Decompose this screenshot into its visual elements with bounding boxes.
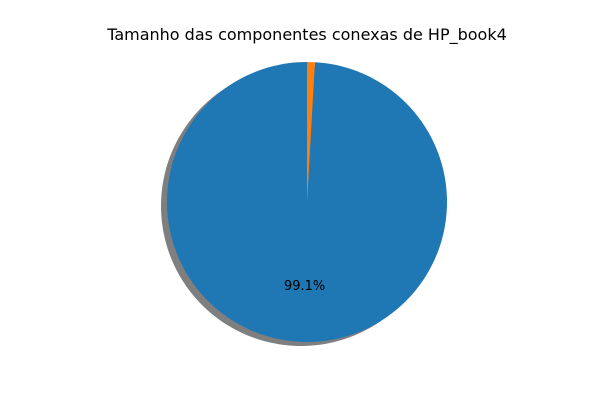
pie-slices bbox=[167, 62, 447, 342]
pie-slice-label-1: 99.1% bbox=[284, 279, 325, 294]
pie-labels: 99.1% bbox=[284, 279, 325, 294]
pie-slice-2 bbox=[307, 62, 315, 202]
chart-title: Tamanho das componentes conexas de HP_bo… bbox=[106, 25, 507, 45]
